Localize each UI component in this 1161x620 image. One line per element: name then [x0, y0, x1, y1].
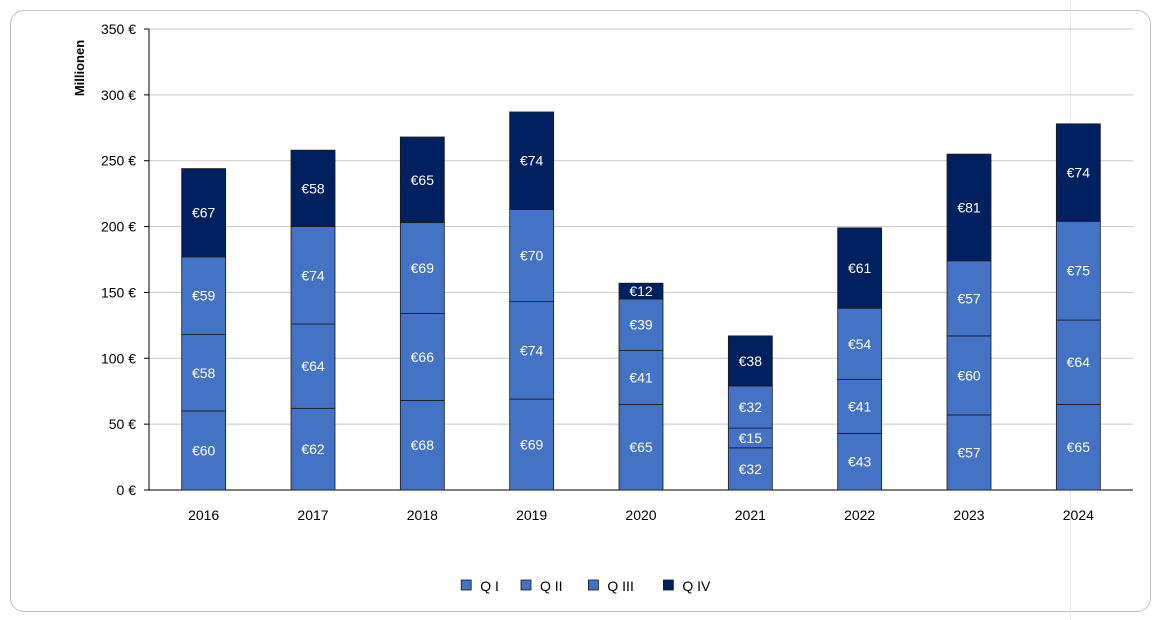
data-label: €59 — [192, 288, 216, 304]
bar-segment-2022-q4 — [837, 227, 883, 309]
bar-segment-2023-q1 — [946, 414, 992, 491]
bar-segment-2024-q4 — [1055, 123, 1101, 222]
legend-label: Q IV — [682, 578, 711, 594]
x-tick-label: 2023 — [953, 507, 984, 523]
bar-segment-2017-q3 — [290, 226, 336, 325]
data-label: €65 — [411, 172, 435, 188]
y-tick-label: 300 € — [101, 87, 136, 103]
bar-segment-2024-q3 — [1055, 220, 1101, 321]
bar-segment-2019-q3 — [509, 209, 555, 303]
data-label: €64 — [1067, 354, 1091, 370]
data-label: €57 — [957, 444, 981, 460]
y-tick-label: 100 € — [101, 350, 136, 366]
bar-segment-2022-q1 — [837, 432, 883, 491]
data-label: €41 — [848, 398, 872, 414]
bar-segment-2016-q1 — [181, 410, 227, 491]
bar-segment-2023-q3 — [946, 260, 992, 337]
x-tick-label: 2021 — [735, 507, 766, 523]
bar-segment-2022-q2 — [837, 378, 883, 434]
legend-label: Q I — [480, 578, 499, 594]
y-tick-label: 250 € — [101, 153, 136, 169]
data-label: €32 — [739, 461, 763, 477]
x-tick-label: 2020 — [625, 507, 656, 523]
axes: 0 € 50 € 100 € 150 € 200 € 250 € 300 € 350 € 201… — [101, 21, 1133, 523]
data-label: €39 — [629, 317, 653, 333]
data-label: €60 — [957, 367, 981, 383]
x-tick-label: 2016 — [188, 507, 219, 523]
bar-segment-2018-q3 — [399, 222, 445, 314]
bar-segment-2017-q2 — [290, 323, 336, 409]
y-tick-label: 0 € — [117, 482, 137, 498]
data-label: €74 — [301, 267, 325, 283]
legend-swatch — [663, 579, 674, 591]
data-label: €67 — [192, 205, 216, 221]
bar-segment-2021-q1 — [727, 447, 773, 491]
data-label: €66 — [411, 349, 435, 365]
data-label: €74 — [1067, 165, 1091, 181]
bar-segment-2018-q1 — [399, 400, 445, 491]
data-labels: €60 €58 €59 €67 €62 €64 €74 €58 €68 €66 €69 €65 €69 €… — [192, 153, 1090, 477]
data-label: €58 — [301, 180, 325, 196]
x-tick-label: 2022 — [844, 507, 875, 523]
bar-segment-2022-q3 — [837, 307, 883, 380]
data-label: €61 — [848, 260, 872, 276]
data-label: €60 — [192, 442, 216, 458]
bar-segment-2019-q1 — [509, 398, 555, 491]
bar-segment-2020-q3 — [618, 298, 664, 351]
data-label: €68 — [411, 437, 435, 453]
data-label: €62 — [301, 441, 325, 457]
x-tick-label: 2018 — [407, 507, 438, 523]
y-axis-title: Millionen — [72, 40, 87, 96]
bar-segment-2017-q4 — [290, 149, 336, 227]
x-tick-label: 2019 — [516, 507, 547, 523]
legend-swatch — [460, 579, 472, 591]
data-label: €75 — [1067, 263, 1091, 279]
legend-swatch — [520, 579, 532, 591]
x-tick-label: 2017 — [297, 507, 328, 523]
bar-segment-2019-q2 — [509, 301, 555, 400]
legend-label: Q II — [540, 578, 563, 594]
data-label: €43 — [848, 454, 872, 470]
data-label: €12 — [629, 283, 653, 299]
bar-segment-2018-q4 — [399, 136, 445, 224]
legend-label: Q III — [607, 578, 633, 594]
bar-segment-2016-q3 — [181, 256, 227, 335]
bar-segment-2018-q2 — [399, 313, 445, 401]
y-tick-label: 350 € — [101, 21, 136, 37]
data-label: €74 — [520, 342, 544, 358]
y-tick-label: 50 € — [109, 416, 136, 432]
data-label: €70 — [520, 248, 544, 264]
bar-segment-2020-q2 — [618, 349, 664, 405]
bar-segment-2021-q3 — [727, 385, 773, 429]
bar-segment-2024-q2 — [1055, 319, 1101, 405]
bar-segment-2021-q4 — [727, 335, 773, 387]
data-label: €74 — [520, 153, 544, 169]
data-label: €64 — [301, 358, 325, 374]
bar-segment-2023-q4 — [946, 153, 992, 262]
data-label: €57 — [957, 290, 981, 306]
data-label: €38 — [739, 353, 763, 369]
data-label: €65 — [629, 439, 653, 455]
data-label: €81 — [957, 199, 981, 215]
data-label: €69 — [520, 437, 544, 453]
data-label: €15 — [739, 430, 763, 446]
data-label: €32 — [739, 399, 763, 415]
bar-segment-2023-q2 — [946, 335, 992, 416]
y-tick-label: 200 € — [101, 219, 136, 235]
data-label: €69 — [411, 260, 435, 276]
bar-segment-2019-q4 — [509, 111, 555, 210]
data-label: €41 — [629, 369, 653, 385]
bar-segment-2016-q2 — [181, 334, 227, 412]
bars — [181, 111, 1101, 491]
y-tick-label: 150 € — [101, 284, 136, 300]
data-label: €54 — [848, 336, 872, 352]
legend-swatch — [588, 579, 599, 591]
x-tick-label: 2024 — [1063, 507, 1094, 523]
data-label: €65 — [1067, 439, 1091, 455]
data-label: €58 — [192, 365, 216, 381]
bar-segment-2020-q4 — [618, 282, 664, 300]
legend: Q I Q II Q III Q IV — [460, 578, 711, 594]
bar-segment-2016-q4 — [181, 168, 227, 258]
